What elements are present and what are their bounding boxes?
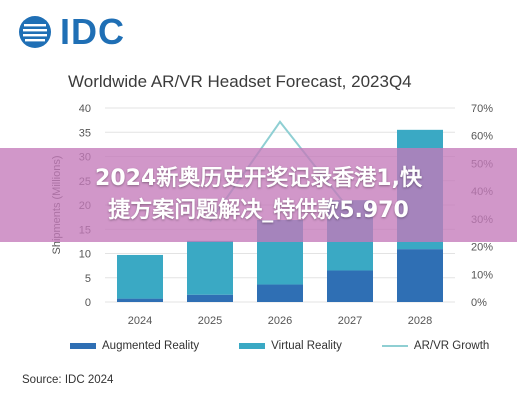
watermark-banner: 2024新奥历史开奖记录香港1,快 捷方案问题解决_特供款5.970 [0,148,517,242]
banner-line-1: 2024新奥历史开奖记录香港1,快 [95,166,422,191]
source-note: Source: IDC 2024 [22,374,114,386]
bar-vr-2024 [117,254,163,299]
banner-line-2: 捷方案问题解决_特供款5.970 [108,198,409,223]
y2-tick-label: 20% [471,242,493,254]
idc-logo: IDC [18,14,125,50]
legend-swatch-ar [70,343,96,349]
chart-title: Worldwide AR/VR Headset Forecast, 2023Q4 [68,72,412,91]
legend: Augmented Reality Virtual Reality AR/VR … [70,340,489,352]
logo-text: IDC [60,11,125,52]
y2-tick-label: 70% [471,103,493,115]
legend-label-vr: Virtual Reality [271,340,342,352]
x-tick-label: 2025 [198,315,222,327]
x-axis-ticks: 2024 2025 2026 2027 2028 [128,315,432,327]
legend-swatch-growth [381,345,408,347]
legend-label-growth: AR/VR Growth [413,340,490,352]
legend-item-growth: AR/VR Growth [381,340,490,352]
y-tick-label: 40 [79,103,91,115]
bar-ar-2025 [187,294,233,302]
idc-logo-icon [19,16,51,48]
y2-tick-label: 0% [471,297,487,309]
legend-item-vr: Virtual Reality [239,340,342,352]
y2-tick-label: 60% [471,131,493,143]
y2-tick-label: 10% [471,269,493,281]
bar-ar-2027 [327,270,373,302]
legend-item-ar: Augmented Reality [70,340,199,352]
legend-swatch-vr [239,343,266,349]
x-tick-label: 2026 [268,315,292,327]
legend-label-ar: Augmented Reality [102,340,200,352]
bar-ar-2028 [397,249,443,302]
bar-ar-2026 [257,284,303,302]
x-tick-label: 2024 [128,315,152,327]
y-tick-label: 10 [79,249,91,261]
bar-vr-2025 [187,240,233,295]
y-tick-label: 5 [85,273,91,285]
bar-ar-2024 [117,298,163,302]
x-tick-label: 2027 [338,315,362,327]
x-tick-label: 2028 [408,315,432,327]
y-tick-label: 0 [85,297,91,309]
y-tick-label: 35 [79,127,91,139]
